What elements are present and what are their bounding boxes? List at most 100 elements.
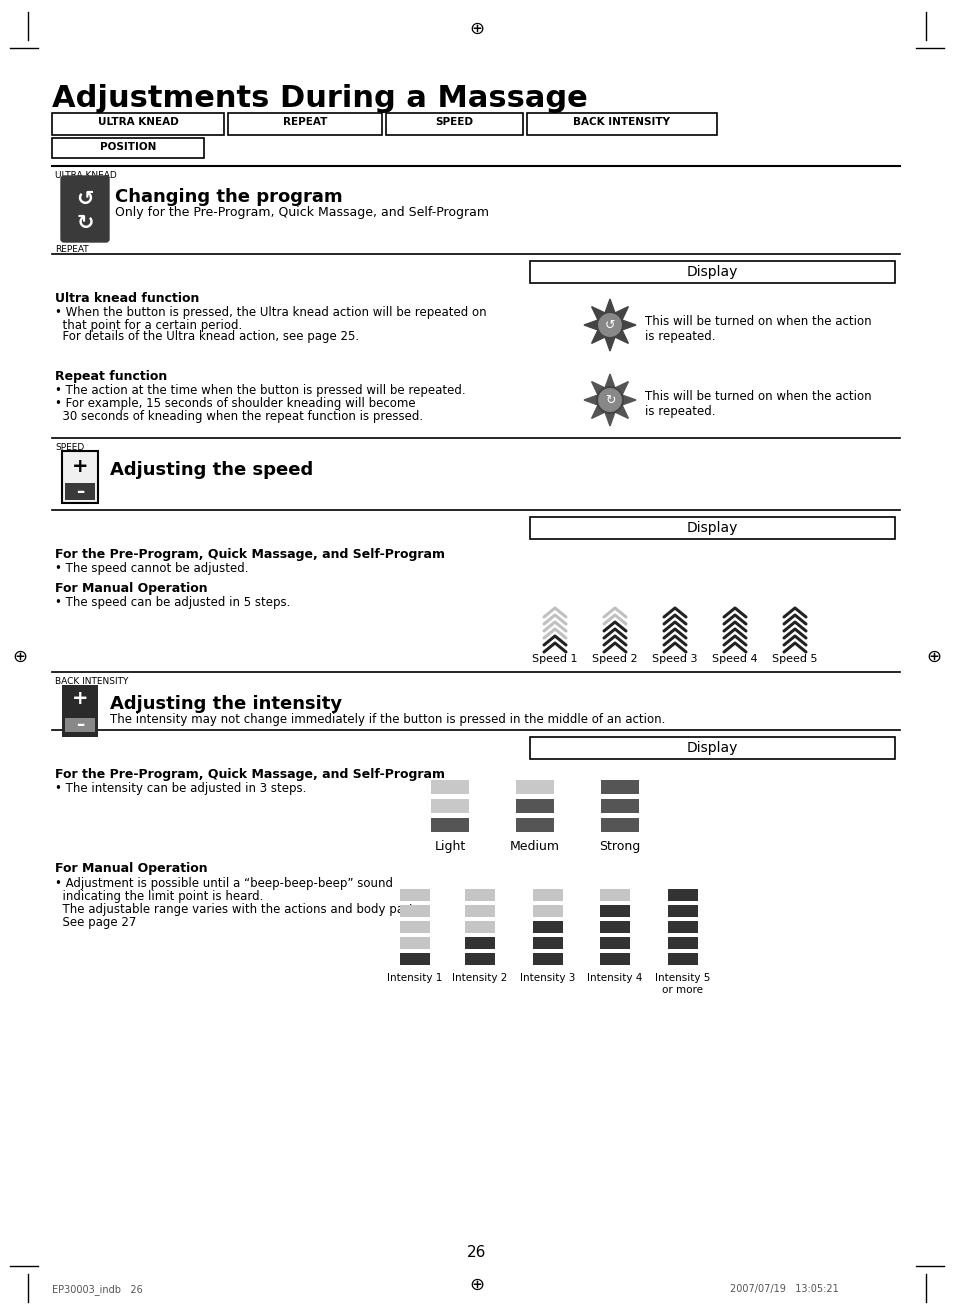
- Text: 26: 26: [467, 1244, 486, 1260]
- Text: EP30003_indb   26: EP30003_indb 26: [52, 1284, 143, 1294]
- Polygon shape: [615, 306, 628, 321]
- Text: Display: Display: [685, 741, 737, 756]
- Text: that point for a certain period.: that point for a certain period.: [55, 319, 242, 332]
- Bar: [526, 113, 717, 135]
- FancyBboxPatch shape: [61, 176, 109, 242]
- Bar: [62, 451, 98, 503]
- Text: +: +: [71, 457, 89, 477]
- Text: Changing the program: Changing the program: [115, 188, 342, 206]
- Text: REPEAT: REPEAT: [55, 244, 89, 254]
- Text: Speed 1: Speed 1: [532, 654, 578, 664]
- Bar: [599, 890, 629, 901]
- Bar: [431, 799, 469, 813]
- Text: Intensity 3: Intensity 3: [519, 972, 575, 983]
- Bar: [399, 953, 430, 964]
- Bar: [464, 905, 495, 917]
- Text: BACK INTENSITY: BACK INTENSITY: [55, 677, 129, 686]
- Text: –: –: [76, 484, 84, 501]
- Bar: [667, 953, 698, 964]
- Polygon shape: [604, 413, 615, 426]
- Bar: [530, 261, 894, 283]
- Polygon shape: [591, 330, 604, 343]
- Polygon shape: [621, 396, 636, 405]
- Bar: [533, 921, 562, 933]
- Bar: [516, 781, 554, 794]
- Bar: [399, 937, 430, 949]
- Text: For the Pre-Program, Quick Massage, and Self-Program: For the Pre-Program, Quick Massage, and …: [55, 548, 444, 561]
- Text: Intensity 2: Intensity 2: [452, 972, 507, 983]
- Text: Intensity 4: Intensity 4: [587, 972, 642, 983]
- Text: SPEED: SPEED: [435, 117, 473, 127]
- Text: Speed 4: Speed 4: [712, 654, 757, 664]
- Text: For Manual Operation: For Manual Operation: [55, 582, 208, 595]
- Bar: [516, 819, 554, 832]
- Text: Strong: Strong: [598, 840, 640, 853]
- Text: Adjusting the intensity: Adjusting the intensity: [110, 695, 342, 714]
- Text: Speed 3: Speed 3: [652, 654, 697, 664]
- Text: This will be turned on when the action
is repeated.: This will be turned on when the action i…: [644, 390, 871, 418]
- Circle shape: [597, 388, 622, 413]
- Text: • When the button is pressed, the Ultra knead action will be repeated on: • When the button is pressed, the Ultra …: [55, 306, 486, 319]
- Bar: [600, 799, 639, 813]
- Bar: [52, 113, 224, 135]
- Text: SPEED: SPEED: [55, 443, 84, 452]
- Bar: [667, 921, 698, 933]
- Polygon shape: [591, 306, 604, 321]
- Bar: [399, 921, 430, 933]
- Bar: [52, 138, 204, 158]
- Text: Intensity 1: Intensity 1: [387, 972, 442, 983]
- Bar: [228, 113, 381, 135]
- Polygon shape: [583, 321, 598, 330]
- Text: Medium: Medium: [510, 840, 559, 853]
- Bar: [464, 890, 495, 901]
- Bar: [533, 905, 562, 917]
- Text: Only for the Pre-Program, Quick Massage, and Self-Program: Only for the Pre-Program, Quick Massage,…: [115, 206, 489, 219]
- Bar: [65, 717, 95, 732]
- Text: ULTRA KNEAD: ULTRA KNEAD: [55, 171, 116, 180]
- Text: Display: Display: [685, 265, 737, 279]
- Bar: [533, 953, 562, 964]
- Text: ↻: ↻: [76, 213, 93, 233]
- Text: Intensity 5
or more: Intensity 5 or more: [655, 972, 710, 995]
- Bar: [386, 113, 522, 135]
- Bar: [530, 737, 894, 759]
- Bar: [599, 953, 629, 964]
- Text: For details of the Ultra knead action, see page 25.: For details of the Ultra knead action, s…: [55, 330, 358, 343]
- Text: • Adjustment is possible until a “beep-beep-beep” sound: • Adjustment is possible until a “beep-b…: [55, 876, 393, 890]
- Text: ↺: ↺: [76, 189, 93, 209]
- Bar: [599, 905, 629, 917]
- Bar: [431, 819, 469, 832]
- Text: Display: Display: [685, 520, 737, 535]
- Polygon shape: [621, 321, 636, 330]
- Text: Speed 2: Speed 2: [592, 654, 638, 664]
- Text: Adjusting the speed: Adjusting the speed: [110, 461, 313, 480]
- Text: The intensity may not change immediately if the button is pressed in the middle : The intensity may not change immediately…: [110, 714, 664, 727]
- Text: ⊕: ⊕: [12, 648, 28, 666]
- Text: For the Pre-Program, Quick Massage, and Self-Program: For the Pre-Program, Quick Massage, and …: [55, 767, 444, 781]
- Text: For Manual Operation: For Manual Operation: [55, 862, 208, 875]
- Bar: [599, 937, 629, 949]
- Text: 30 seconds of kneading when the repeat function is pressed.: 30 seconds of kneading when the repeat f…: [55, 410, 423, 423]
- Text: Repeat function: Repeat function: [55, 371, 167, 382]
- Text: The adjustable range varies with the actions and body parts.: The adjustable range varies with the act…: [55, 903, 423, 916]
- Text: • The speed can be adjusted in 5 steps.: • The speed can be adjusted in 5 steps.: [55, 597, 290, 608]
- Bar: [600, 781, 639, 794]
- Text: • The action at the time when the button is pressed will be repeated.: • The action at the time when the button…: [55, 384, 465, 397]
- Bar: [399, 890, 430, 901]
- Bar: [667, 937, 698, 949]
- Text: Speed 5: Speed 5: [771, 654, 817, 664]
- Polygon shape: [591, 381, 604, 396]
- Text: REPEAT: REPEAT: [282, 117, 327, 127]
- Text: Adjustments During a Massage: Adjustments During a Massage: [52, 84, 587, 113]
- Text: See page 27: See page 27: [55, 916, 136, 929]
- Text: BACK INTENSITY: BACK INTENSITY: [573, 117, 670, 127]
- Text: This will be turned on when the action
is repeated.: This will be turned on when the action i…: [644, 315, 871, 343]
- Text: Ultra knead function: Ultra knead function: [55, 292, 199, 305]
- Polygon shape: [583, 396, 598, 405]
- Bar: [464, 937, 495, 949]
- Text: –: –: [76, 716, 84, 735]
- Bar: [533, 937, 562, 949]
- Bar: [399, 905, 430, 917]
- Text: • The intensity can be adjusted in 3 steps.: • The intensity can be adjusted in 3 ste…: [55, 782, 306, 795]
- Bar: [530, 516, 894, 539]
